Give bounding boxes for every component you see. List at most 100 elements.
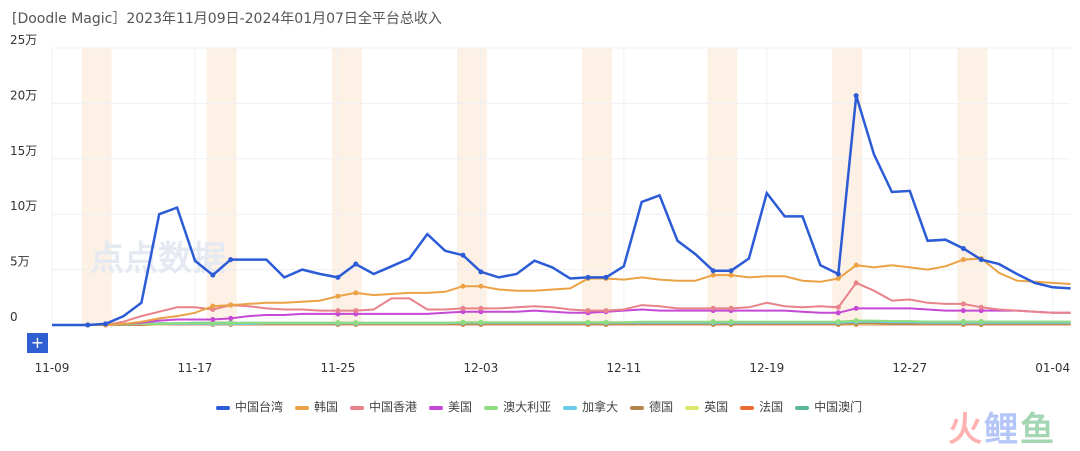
legend-item[interactable]: 德国 xyxy=(630,398,673,415)
weekend-band xyxy=(957,48,988,325)
logo-watermark: 火鲤鱼 xyxy=(948,410,1056,450)
weekend-band xyxy=(707,48,738,325)
data-point xyxy=(960,257,966,263)
data-point xyxy=(460,283,466,289)
data-point xyxy=(978,257,984,263)
x-tick-label: 12-03 xyxy=(463,361,498,375)
x-tick-label: 12-27 xyxy=(892,361,927,375)
series-line xyxy=(52,281,1071,326)
legend-item[interactable]: 澳大利亚 xyxy=(484,398,551,415)
legend-label: 中国香港 xyxy=(369,400,418,414)
data-point xyxy=(960,301,966,307)
legend-label: 加拿大 xyxy=(582,400,619,414)
x-tick-label: 11-09 xyxy=(35,361,70,375)
weekend-band xyxy=(206,48,237,325)
data-point xyxy=(978,319,984,325)
zoom-in-button[interactable]: + xyxy=(27,333,48,353)
y-tick-label: 25万 xyxy=(10,33,37,47)
data-point xyxy=(835,304,841,310)
data-point xyxy=(585,308,591,314)
x-tick-label: 11-25 xyxy=(320,361,355,375)
data-point xyxy=(228,302,234,308)
data-point xyxy=(228,257,234,263)
legend-item[interactable]: 中国澳门 xyxy=(795,398,862,415)
legend-item[interactable]: 法国 xyxy=(740,398,783,415)
data-point xyxy=(353,261,359,267)
x-tick-label: 01-04 xyxy=(1035,361,1070,375)
legend-label: 英国 xyxy=(704,400,729,414)
data-point xyxy=(853,280,859,286)
legend-label: 中国澳门 xyxy=(814,400,863,414)
legend-swatch xyxy=(350,405,365,410)
data-point xyxy=(335,308,341,314)
data-point xyxy=(585,274,591,280)
chart-title: [Doodle Magic］2023年11月09日-2024年01月07日全平台… xyxy=(12,11,442,27)
y-tick-label: 10万 xyxy=(10,199,37,213)
legend-swatch xyxy=(295,405,310,410)
data-point xyxy=(978,304,984,310)
data-point xyxy=(335,293,341,299)
data-point xyxy=(460,319,466,325)
data-point xyxy=(335,320,341,326)
legend-item[interactable]: 加拿大 xyxy=(563,398,618,415)
legend-item[interactable]: 韩国 xyxy=(295,398,338,415)
data-point xyxy=(335,274,341,280)
y-tick-label: 15万 xyxy=(10,144,37,158)
data-point xyxy=(478,305,484,311)
data-point xyxy=(210,320,216,326)
legend-swatch xyxy=(429,405,444,410)
data-point xyxy=(353,320,359,326)
data-point xyxy=(710,305,716,311)
legend-label: 德国 xyxy=(649,400,674,414)
legend-swatch xyxy=(216,405,230,410)
legend-label: 美国 xyxy=(448,400,473,414)
legend-item[interactable]: 中国香港 xyxy=(350,398,417,415)
data-point xyxy=(210,303,216,309)
data-point xyxy=(603,319,609,325)
data-point xyxy=(478,283,484,289)
data-point xyxy=(853,318,859,324)
legend-label: 澳大利亚 xyxy=(503,400,552,414)
legend-label: 法国 xyxy=(759,400,784,414)
data-point xyxy=(853,93,859,99)
data-point xyxy=(603,308,609,314)
legend-swatch xyxy=(484,405,499,410)
legend-item[interactable]: 美国 xyxy=(429,398,472,415)
x-tick-label: 12-11 xyxy=(606,361,641,375)
data-point xyxy=(353,290,359,296)
legend: 中国台湾 韩国 中国香港 美国 澳大利亚 加拿大 德国 英国 法国 中国澳门 xyxy=(216,398,862,415)
data-point xyxy=(710,319,716,325)
data-point xyxy=(835,275,841,281)
line-chart: 0 5万 10万 15万 20万 25万 11-09 11-17 11-25 12-03 12-11… xyxy=(10,33,1071,375)
data-point xyxy=(835,271,841,277)
legend-item[interactable]: 英国 xyxy=(685,398,728,415)
data-point xyxy=(103,321,109,327)
data-point xyxy=(460,305,466,311)
y-tick-label: 20万 xyxy=(10,88,37,102)
data-point xyxy=(835,319,841,325)
data-point xyxy=(960,319,966,325)
data-point xyxy=(85,322,91,328)
legend-item[interactable]: 中国台湾 xyxy=(216,398,283,415)
data-point xyxy=(853,262,859,268)
data-point xyxy=(460,252,466,258)
weekend-band xyxy=(582,48,612,325)
y-tick-label: 5万 xyxy=(10,255,30,269)
legend-swatch xyxy=(685,405,700,410)
x-tick-label: 11-17 xyxy=(178,361,213,375)
data-point xyxy=(710,272,716,278)
data-point xyxy=(228,315,234,321)
data-point xyxy=(960,308,966,314)
x-tick-label: 12-19 xyxy=(749,361,784,375)
data-point xyxy=(585,319,591,325)
data-point xyxy=(478,269,484,275)
weekend-band xyxy=(457,48,487,325)
data-point xyxy=(210,272,216,278)
data-point xyxy=(960,246,966,252)
data-point xyxy=(210,316,216,322)
legend-swatch xyxy=(563,405,578,410)
data-point xyxy=(728,268,734,274)
series-line xyxy=(52,257,1071,326)
data-point xyxy=(728,272,734,278)
data-point xyxy=(835,310,841,316)
